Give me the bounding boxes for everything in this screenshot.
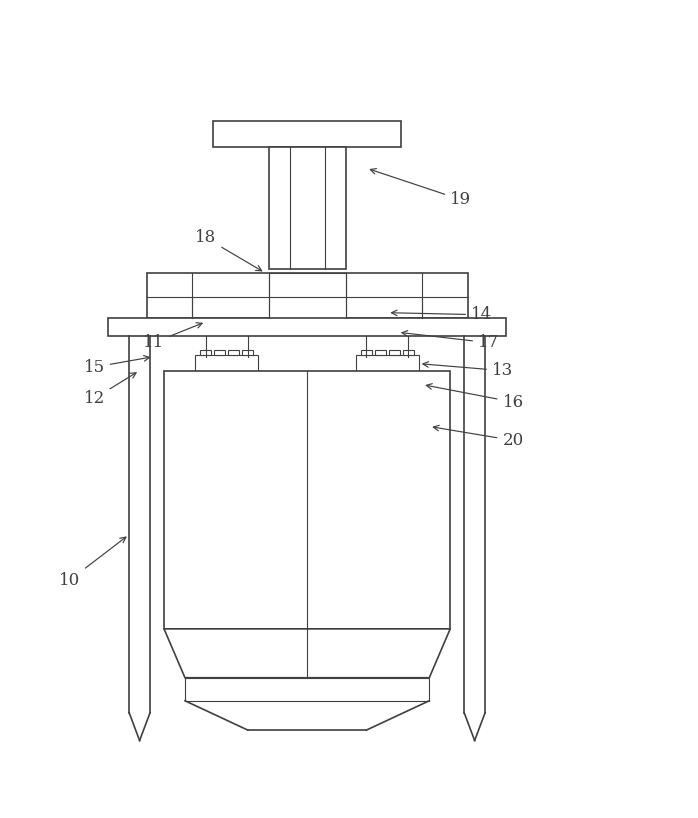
Text: 17: 17 bbox=[402, 330, 499, 351]
Bar bbox=[147, 273, 468, 318]
Text: 19: 19 bbox=[371, 169, 471, 208]
Text: 15: 15 bbox=[84, 356, 149, 375]
Text: 18: 18 bbox=[195, 230, 262, 271]
Polygon shape bbox=[164, 629, 450, 678]
Bar bbox=[269, 273, 346, 318]
Bar bbox=[185, 678, 429, 701]
Text: 10: 10 bbox=[59, 537, 126, 588]
Bar bbox=[356, 355, 419, 371]
Text: 16: 16 bbox=[426, 384, 524, 411]
Text: 12: 12 bbox=[84, 373, 136, 407]
Bar bbox=[361, 349, 372, 355]
Bar bbox=[375, 349, 386, 355]
Text: 20: 20 bbox=[433, 425, 524, 449]
Bar bbox=[242, 349, 253, 355]
Text: 11: 11 bbox=[143, 323, 202, 351]
Bar bbox=[213, 121, 401, 147]
Text: 14: 14 bbox=[392, 306, 492, 323]
Bar bbox=[389, 349, 400, 355]
Bar bbox=[403, 349, 414, 355]
Bar bbox=[269, 147, 346, 269]
Bar bbox=[195, 355, 258, 371]
Bar bbox=[164, 371, 450, 629]
Bar bbox=[228, 349, 239, 355]
Bar bbox=[214, 349, 225, 355]
Bar bbox=[108, 318, 506, 335]
Text: 13: 13 bbox=[423, 362, 513, 379]
Bar bbox=[200, 349, 211, 355]
